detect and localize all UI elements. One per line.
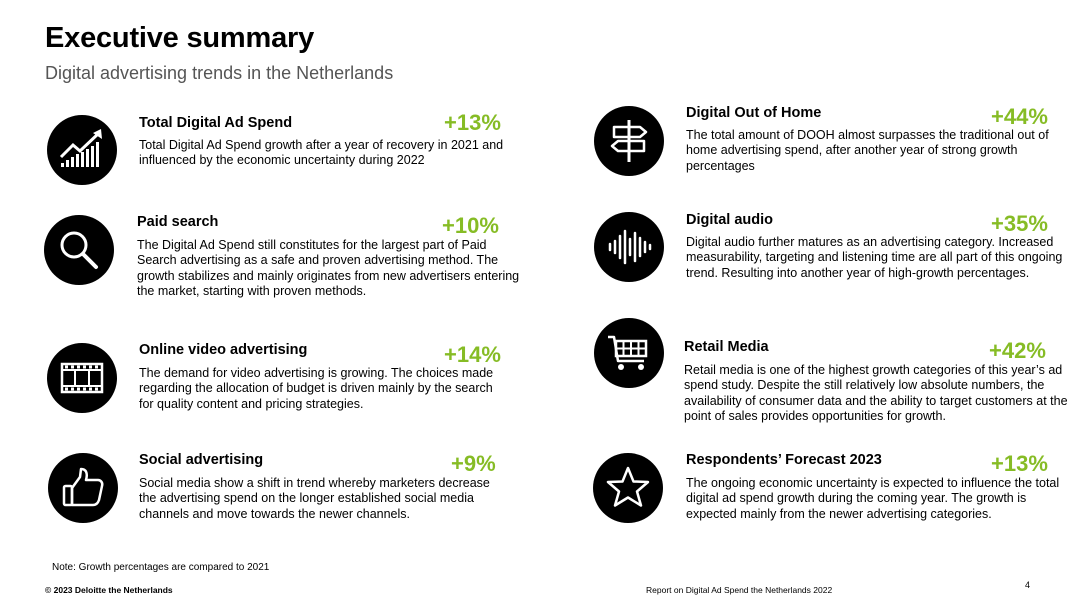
item-desc-online-video: The demand for video advertising is grow… [139,366,494,411]
footnote: Note: Growth percentages are compared to… [52,562,270,573]
page-number: 4 [1025,580,1031,590]
item-desc-social-advertising: Social media show a shift in trend where… [139,476,490,521]
growth-pct-online-video: +14% [444,342,501,367]
item-title-digital-audio: Digital audio [686,212,773,228]
growth-pct-respondents-forecast: +13% [991,451,1048,476]
growth-pct-social-advertising: +9% [451,451,496,476]
growth-chart-icon [47,115,117,185]
growth-pct-total-digital-ad-spend: +13% [444,110,501,135]
page-subtitle: Digital advertising trends in the Nether… [45,63,394,83]
item-title-social-advertising: Social advertising [139,452,264,468]
item-desc-total-digital-ad-spend: Total Digital Ad Spend growth after a ye… [139,138,504,168]
copyright: © 2023 Deloitte the Netherlands [45,585,173,595]
growth-pct-paid-search: +10% [442,213,499,238]
page-title: Executive summary [45,22,315,54]
item-title-respondents-forecast: Respondents’ Forecast 2023 [686,452,882,468]
item-title-digital-out-of-home: Digital Out of Home [686,105,822,121]
item-desc-digital-audio: Digital audio further matures as an adve… [686,235,1063,280]
item-desc-digital-out-of-home: The total amount of DOOH almost surpasse… [686,128,1049,173]
report-title: Report on Digital Ad Spend the Netherlan… [646,585,833,595]
search-icon [44,215,114,285]
item-desc-paid-search: The Digital Ad Spend still constitutes f… [137,238,520,299]
film-strip-icon [47,343,117,413]
item-title-total-digital-ad-spend: Total Digital Ad Spend [139,115,293,131]
item-desc-respondents-forecast: The ongoing economic uncertainty is expe… [686,476,1060,521]
shopping-cart-icon [594,318,664,388]
sound-wave-icon [594,212,664,282]
item-desc-retail-media: Retail media is one of the highest growt… [684,363,1068,424]
growth-pct-digital-audio: +35% [991,211,1048,236]
item-title-retail-media: Retail Media [684,339,769,355]
growth-pct-digital-out-of-home: +44% [991,104,1048,129]
thumbs-up-icon [48,453,118,523]
star-icon [593,453,663,523]
item-title-online-video: Online video advertising [139,342,308,358]
growth-pct-retail-media: +42% [989,338,1046,363]
item-title-paid-search: Paid search [137,214,219,230]
signpost-icon [594,106,664,176]
